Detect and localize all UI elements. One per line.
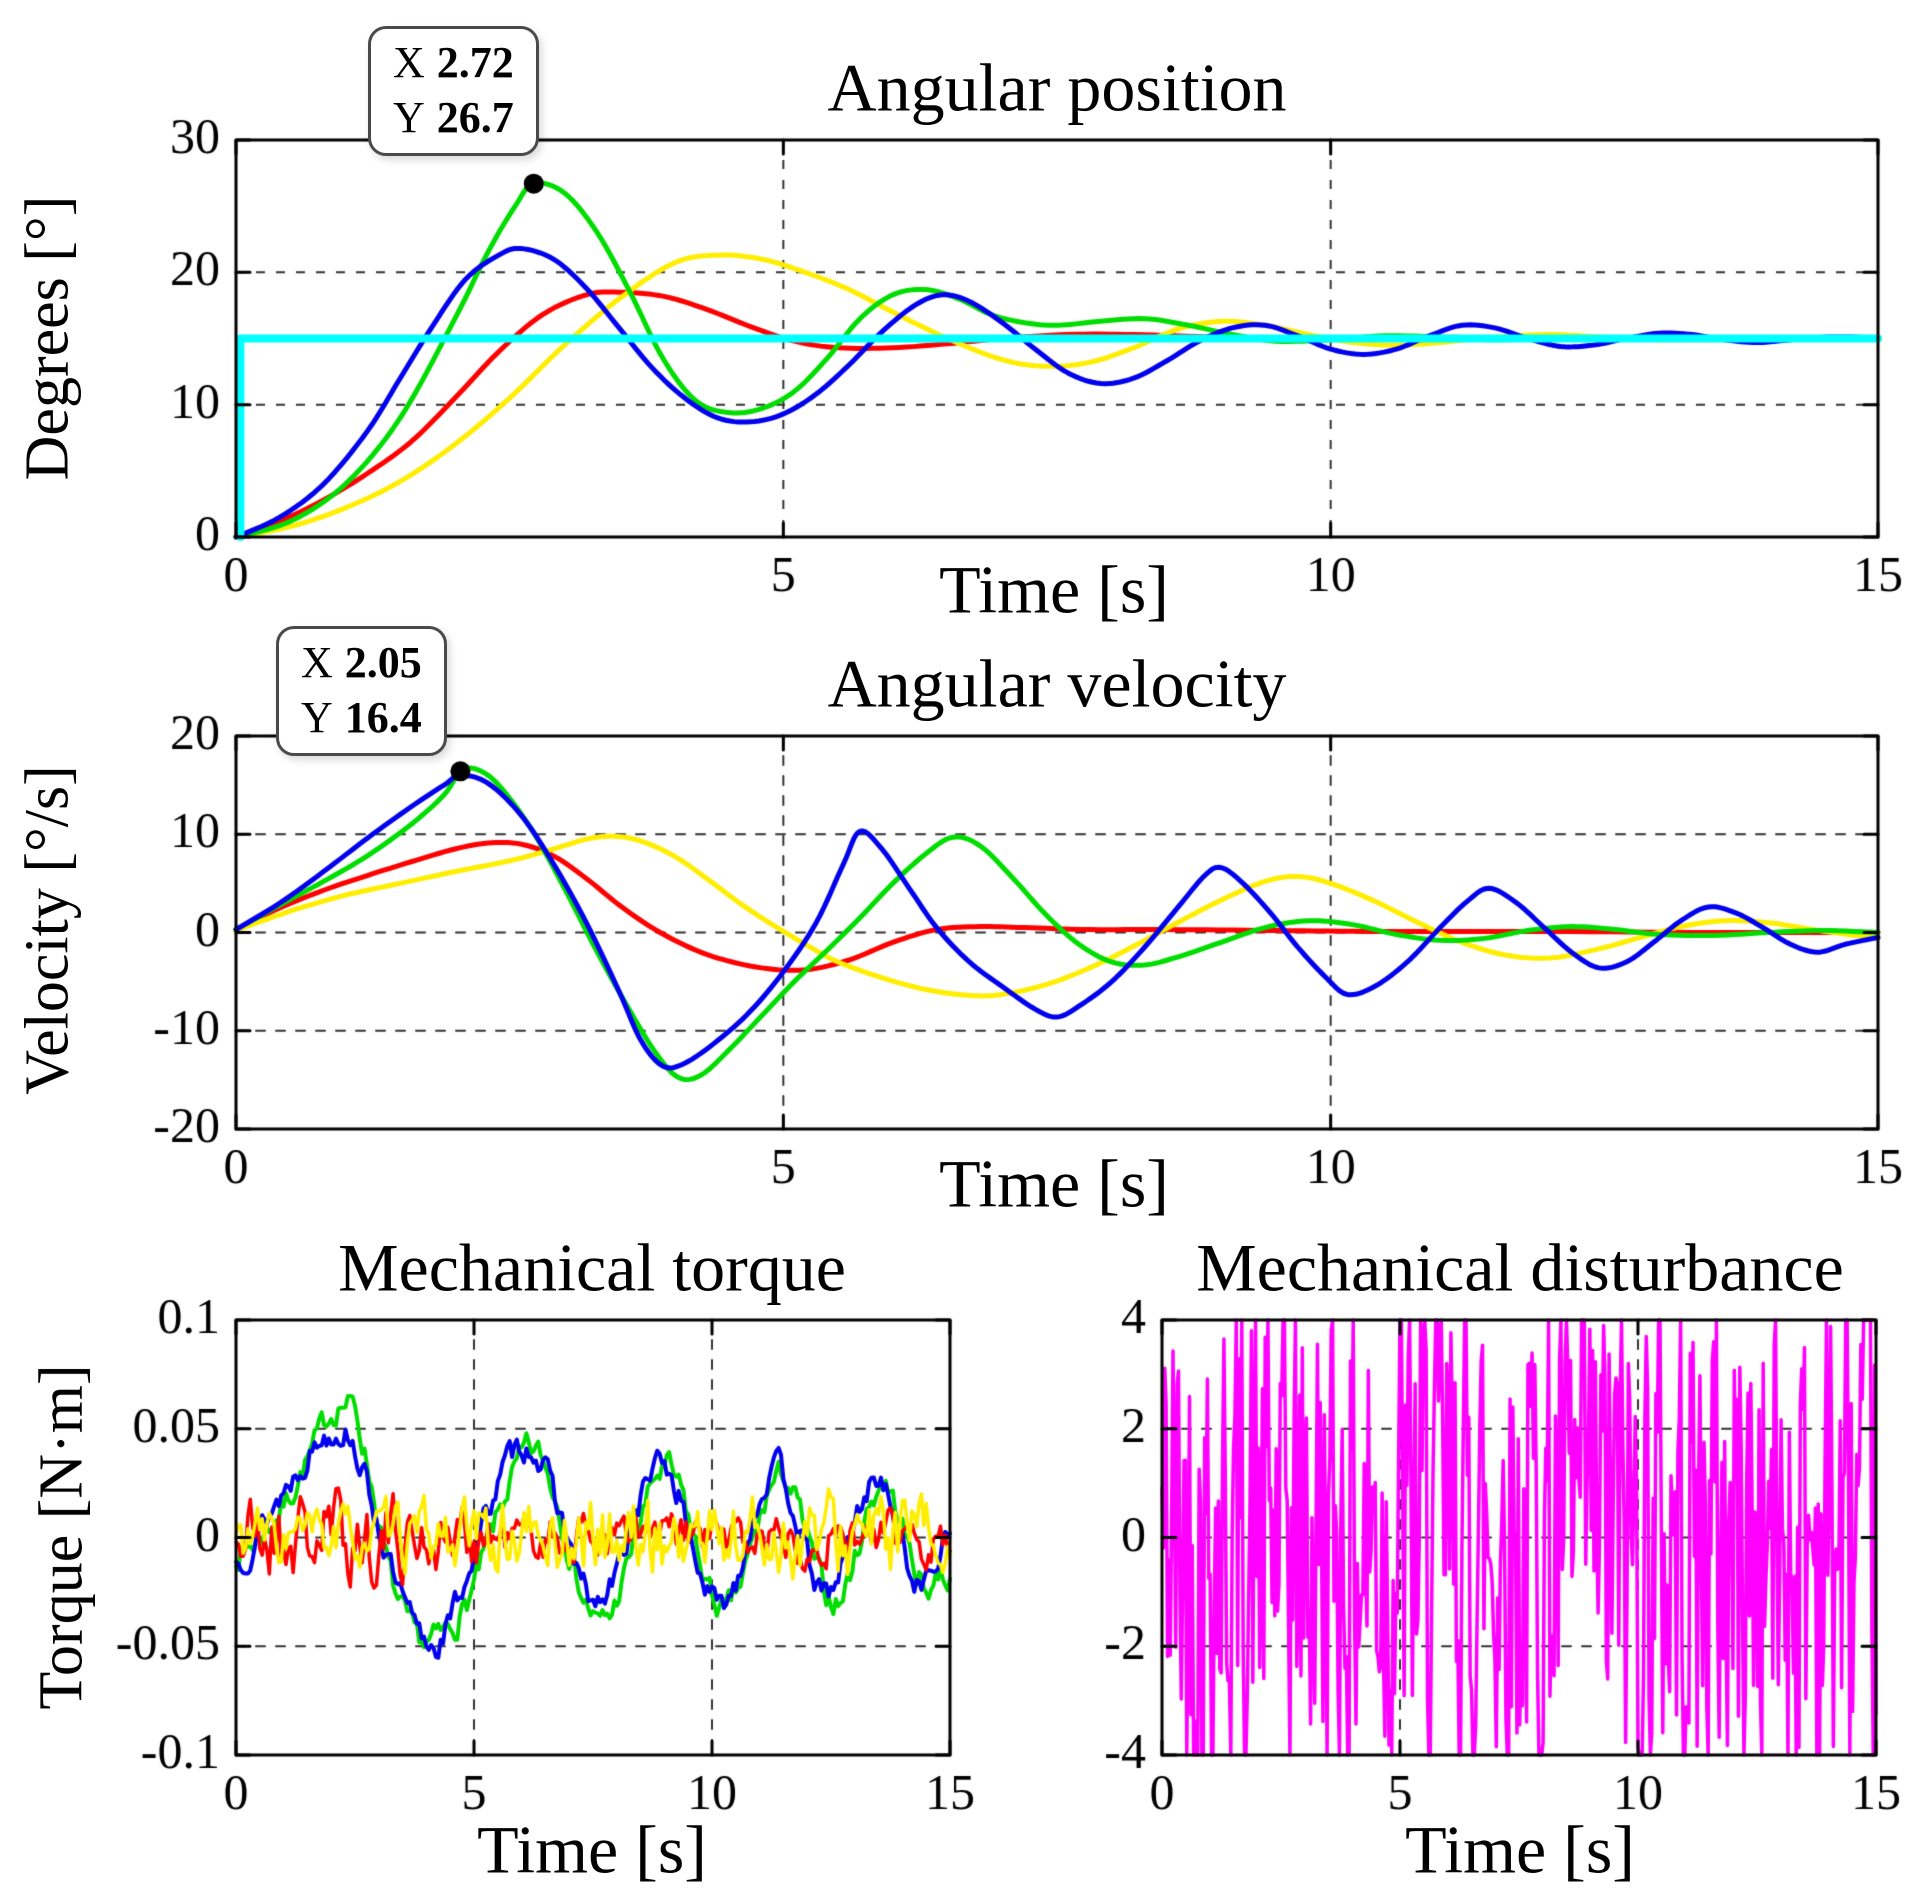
datatip-angular-position: X 2.72 Y 26.7 xyxy=(368,26,539,156)
datatip-y-value: 26.7 xyxy=(436,93,514,142)
datatip-y-label: Y xyxy=(301,693,333,742)
y-axis-label-velocity: Velocity [°/s] xyxy=(13,765,82,1095)
chart-title-mechanical-torque: Mechanical torque xyxy=(338,1229,846,1306)
datatip-x-value: 2.72 xyxy=(436,38,514,87)
x-axis-label-time-torque: Time [s] xyxy=(477,1811,707,1888)
x-axis-label-time-velocity: Time [s] xyxy=(939,1145,1169,1222)
chart-title-angular-velocity: Angular velocity xyxy=(827,645,1287,722)
chart-title-mechanical-disturbance: Mechanical disturbance xyxy=(1196,1229,1844,1306)
datatip-angular-velocity: X 2.05 Y 16.4 xyxy=(276,626,447,756)
chart-title-angular-position: Angular position xyxy=(827,49,1287,126)
x-axis-label-time-position: Time [s] xyxy=(939,551,1169,628)
datatip-x-label: X xyxy=(301,638,333,687)
y-axis-label-torque: Torque [N·m] xyxy=(27,1364,96,1710)
x-axis-label-time-disturbance: Time [s] xyxy=(1405,1811,1635,1888)
datatip-y-label: Y xyxy=(393,93,425,142)
datatip-x-value: 2.05 xyxy=(344,638,422,687)
datatip-x-label: X xyxy=(393,38,425,87)
y-axis-label-degrees: Degrees [°] xyxy=(13,195,82,481)
datatip-y-value: 16.4 xyxy=(344,693,422,742)
